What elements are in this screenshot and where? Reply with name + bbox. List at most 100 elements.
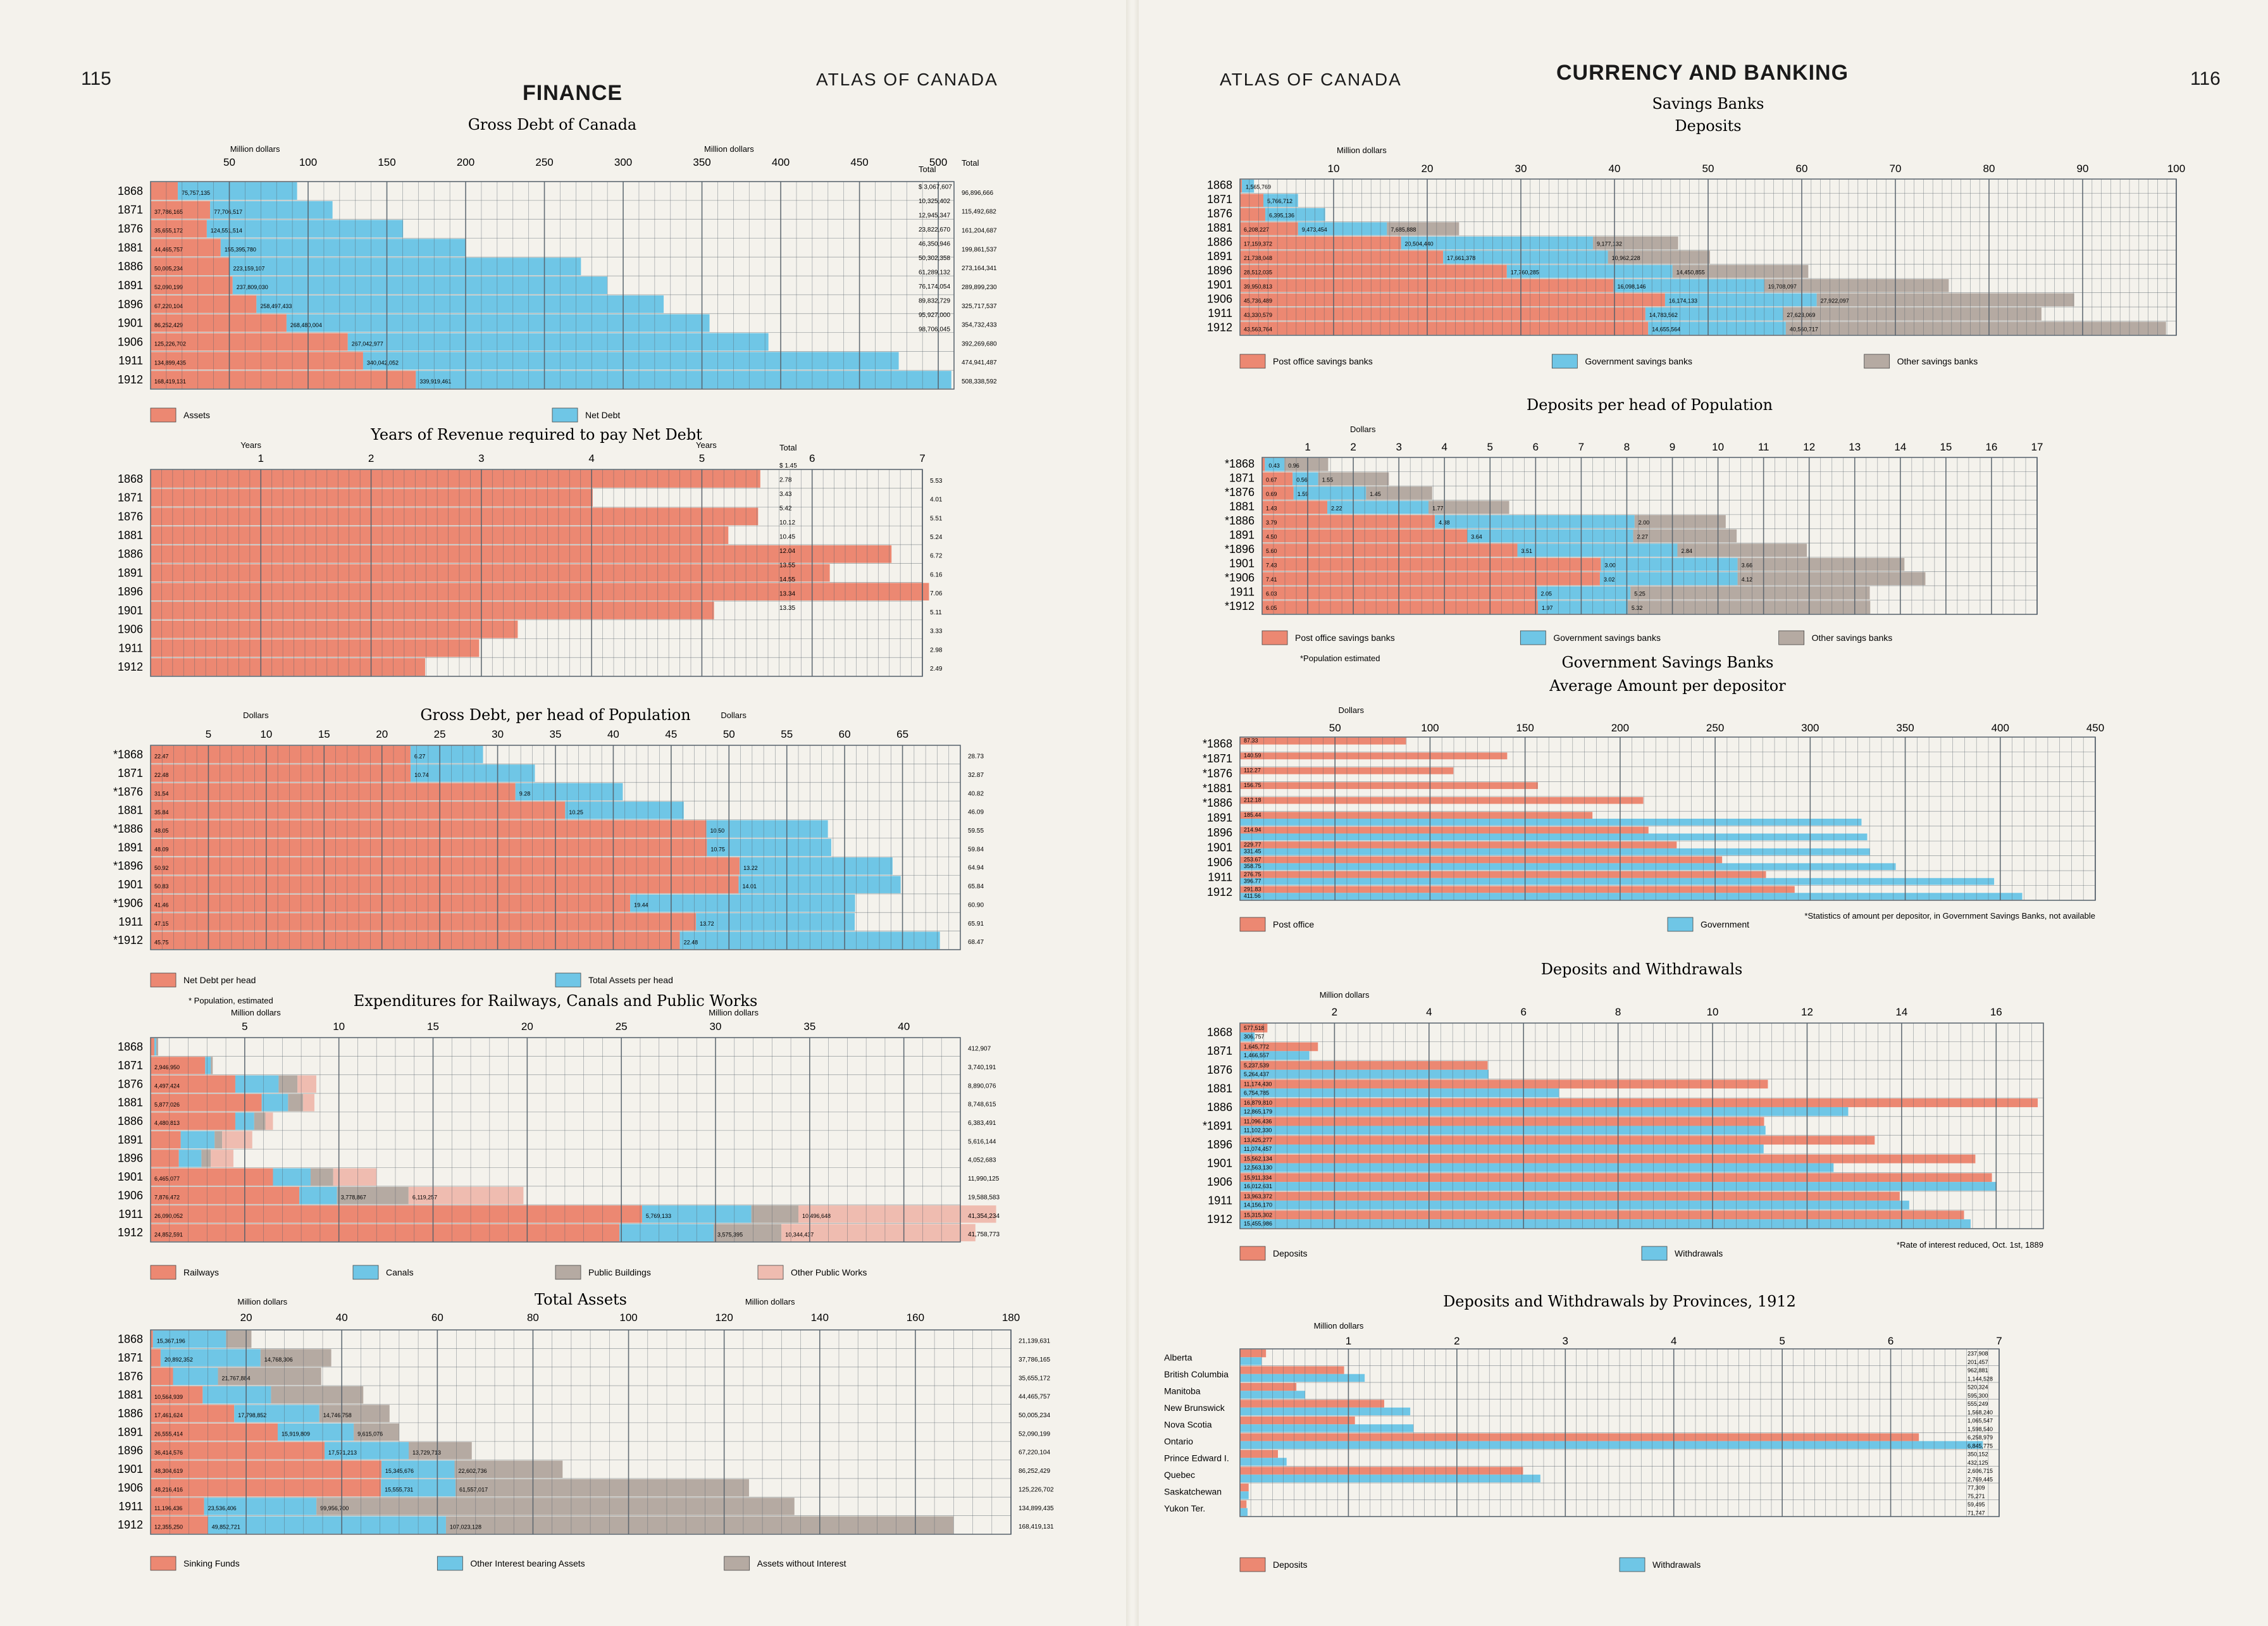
- savings-deposits-tick-label: 40: [1609, 163, 1621, 175]
- expenditures-legend-swatch: [757, 1265, 784, 1280]
- debt-per-head-tick-label: 60: [839, 728, 851, 740]
- total-assets-legend-swatch: [724, 1556, 750, 1571]
- gross-debt-bar: [347, 333, 769, 351]
- by-provinces-category-label: Yukon Ter.: [1164, 1503, 1205, 1513]
- deposits-withdrawals-category-label: 1901: [1207, 1157, 1232, 1170]
- expenditures-category-label: 1886: [118, 1115, 143, 1127]
- years-revenue-total-value: 5.24: [930, 534, 943, 541]
- gross-debt-bar: [151, 201, 211, 219]
- savings-deposits-tick-label: 70: [1890, 163, 1902, 175]
- expenditures-bar: [311, 1168, 333, 1186]
- savings-deposits-category-label: 1871: [1207, 193, 1232, 206]
- avg-per-depositor-frame: [1239, 736, 2096, 901]
- by-provinces-bar: [1240, 1433, 1919, 1441]
- expenditures-bar: [180, 1131, 215, 1149]
- debt-per-head-total-value: 40.82: [968, 790, 984, 797]
- by-provinces-tick-label: 6: [1888, 1335, 1893, 1347]
- total-assets-bar: [151, 1331, 153, 1348]
- deposits-per-head-bar: [1292, 472, 1318, 486]
- deposits-withdrawals-bar: [1240, 1042, 1318, 1052]
- deposits-per-head-data-label: 5.60: [1266, 548, 1277, 554]
- expenditures-bar: [337, 1186, 409, 1205]
- deposits-withdrawals-bar: [1240, 1219, 1971, 1228]
- total-assets-frame: [150, 1329, 1012, 1535]
- avg-per-depositor-category-label: 1906: [1207, 856, 1232, 869]
- gross-debt-category-label: 1876: [118, 223, 143, 235]
- total-assets-bar: [409, 1442, 472, 1460]
- years-revenue-category-label: 1891: [118, 566, 143, 579]
- debt-per-head-tick-label: 35: [550, 728, 562, 740]
- total-assets-bar: [151, 1460, 381, 1478]
- years-revenue-bar: [151, 507, 759, 526]
- deposits-per-head-data-label: 1.43: [1266, 505, 1277, 511]
- avg-per-depositor-bar: [1240, 833, 1868, 841]
- savings-deposits-bar: [1764, 279, 1949, 292]
- gross-debt-bar: [151, 314, 287, 332]
- expenditures-category-label: 1912: [118, 1226, 143, 1239]
- debt-per-head-data-label: 22.47: [154, 754, 169, 760]
- expenditures-tick-label: 10: [333, 1021, 345, 1033]
- avg-per-depositor-data-label: 331.45: [1244, 848, 1261, 855]
- savings-deposits-data-label: 17,661,378: [1447, 255, 1475, 261]
- deposits-withdrawals-bar: [1240, 1163, 1834, 1172]
- expenditures-category-label: 1891: [118, 1133, 143, 1146]
- avg-per-depositor-bar: [1240, 878, 1995, 885]
- deposits-per-head-data-label: 2.00: [1639, 519, 1650, 526]
- total-assets-data-label: 12,355,250: [154, 1524, 183, 1530]
- deposits-per-head-legend-label: Post office savings banks: [1295, 633, 1395, 643]
- deposits-withdrawals-data-label: 5,264,437: [1244, 1071, 1269, 1077]
- total-assets-total-value: 168,419,131: [1019, 1524, 1054, 1530]
- by-provinces-bar: [1240, 1417, 1355, 1425]
- savings-deposits-total-value: 23,822,670: [919, 227, 950, 233]
- debt-per-head-tick-label: 55: [781, 728, 793, 740]
- deposits-per-head-data-label: 4.50: [1266, 534, 1277, 540]
- expenditures-bar: [408, 1186, 524, 1205]
- total-assets-tick-label: 140: [811, 1312, 829, 1324]
- savings-deposits-bar: [1263, 194, 1298, 207]
- by-provinces-right-value: 1,065,547: [1967, 1418, 1993, 1424]
- expenditures-bar: [222, 1131, 252, 1149]
- expenditures-bar: [261, 1094, 288, 1112]
- deposits-per-head-bar: [1293, 487, 1366, 500]
- deposits-per-head-legend-label: Government savings banks: [1553, 633, 1661, 643]
- deposits-per-head-title: Deposits per head of Population: [1527, 396, 1773, 414]
- gross-debt-data-label: 237,809,030: [237, 284, 268, 290]
- savings-deposits-data-label: 45,736,489: [1244, 297, 1272, 304]
- deposits-withdrawals-data-label: 16,879,810: [1244, 1100, 1272, 1106]
- total-assets-bar: [325, 1442, 409, 1460]
- by-provinces-bar: [1240, 1458, 1287, 1466]
- deposits-withdrawals-bar: [1240, 1051, 1310, 1060]
- expenditures-unit-label-left: Million dollars: [231, 1008, 281, 1017]
- by-provinces-bar: [1240, 1383, 1297, 1391]
- years-revenue-total-value: 6.16: [930, 571, 943, 578]
- by-provinces-bar: [1240, 1508, 1248, 1516]
- deposits-per-head-bar: [1601, 557, 1738, 571]
- debt-per-head-data-label: 9.28: [519, 790, 531, 797]
- debt-per-head-data-label: 45.75: [154, 939, 169, 945]
- savings-deposits-tick-label: 30: [1515, 163, 1527, 175]
- expenditures-legend-label: Public Buildings: [588, 1267, 651, 1277]
- deposits-withdrawals-bar: [1240, 1024, 1268, 1033]
- total-assets-bar: [160, 1349, 261, 1367]
- savings-deposits-data-label: 1,565,769: [1246, 184, 1271, 190]
- savings-deposits-data-label: 17,760,285: [1511, 269, 1539, 275]
- deposits-withdrawals-data-label: 577,518: [1244, 1025, 1265, 1031]
- by-provinces-right-value: 71,747: [1967, 1510, 1985, 1516]
- gross-debt-data-label: 50,005,234: [154, 265, 183, 271]
- total-assets-bar: [151, 1516, 208, 1534]
- total-assets-data-label: 61,557,017: [459, 1487, 488, 1493]
- savings-deposits-bar: [1240, 194, 1263, 207]
- expenditures-bar: [273, 1168, 311, 1186]
- debt-per-head-data-label: 13.72: [700, 921, 714, 927]
- avg-per-depositor-legend-swatch: [1239, 917, 1266, 932]
- avg-per-depositor-tick-label: 50: [1329, 722, 1341, 734]
- debt-per-head-total-value: 46.09: [968, 809, 984, 816]
- deposits-withdrawals-data-label: 11,102,330: [1244, 1127, 1272, 1133]
- deposits-per-head-data-label: 0.67: [1266, 476, 1277, 483]
- avg-per-depositor-subtitle: Average Amount per depositor: [1549, 677, 1786, 695]
- total-assets-bar: [208, 1516, 446, 1534]
- avg-per-depositor-data-label: 112.27: [1244, 767, 1261, 774]
- savings-deposits-category-label: 1881: [1207, 221, 1232, 234]
- years-revenue-title: Years of Revenue required to pay Net Deb…: [370, 426, 702, 444]
- gross-debt-total-value: 508,338,592: [962, 378, 997, 385]
